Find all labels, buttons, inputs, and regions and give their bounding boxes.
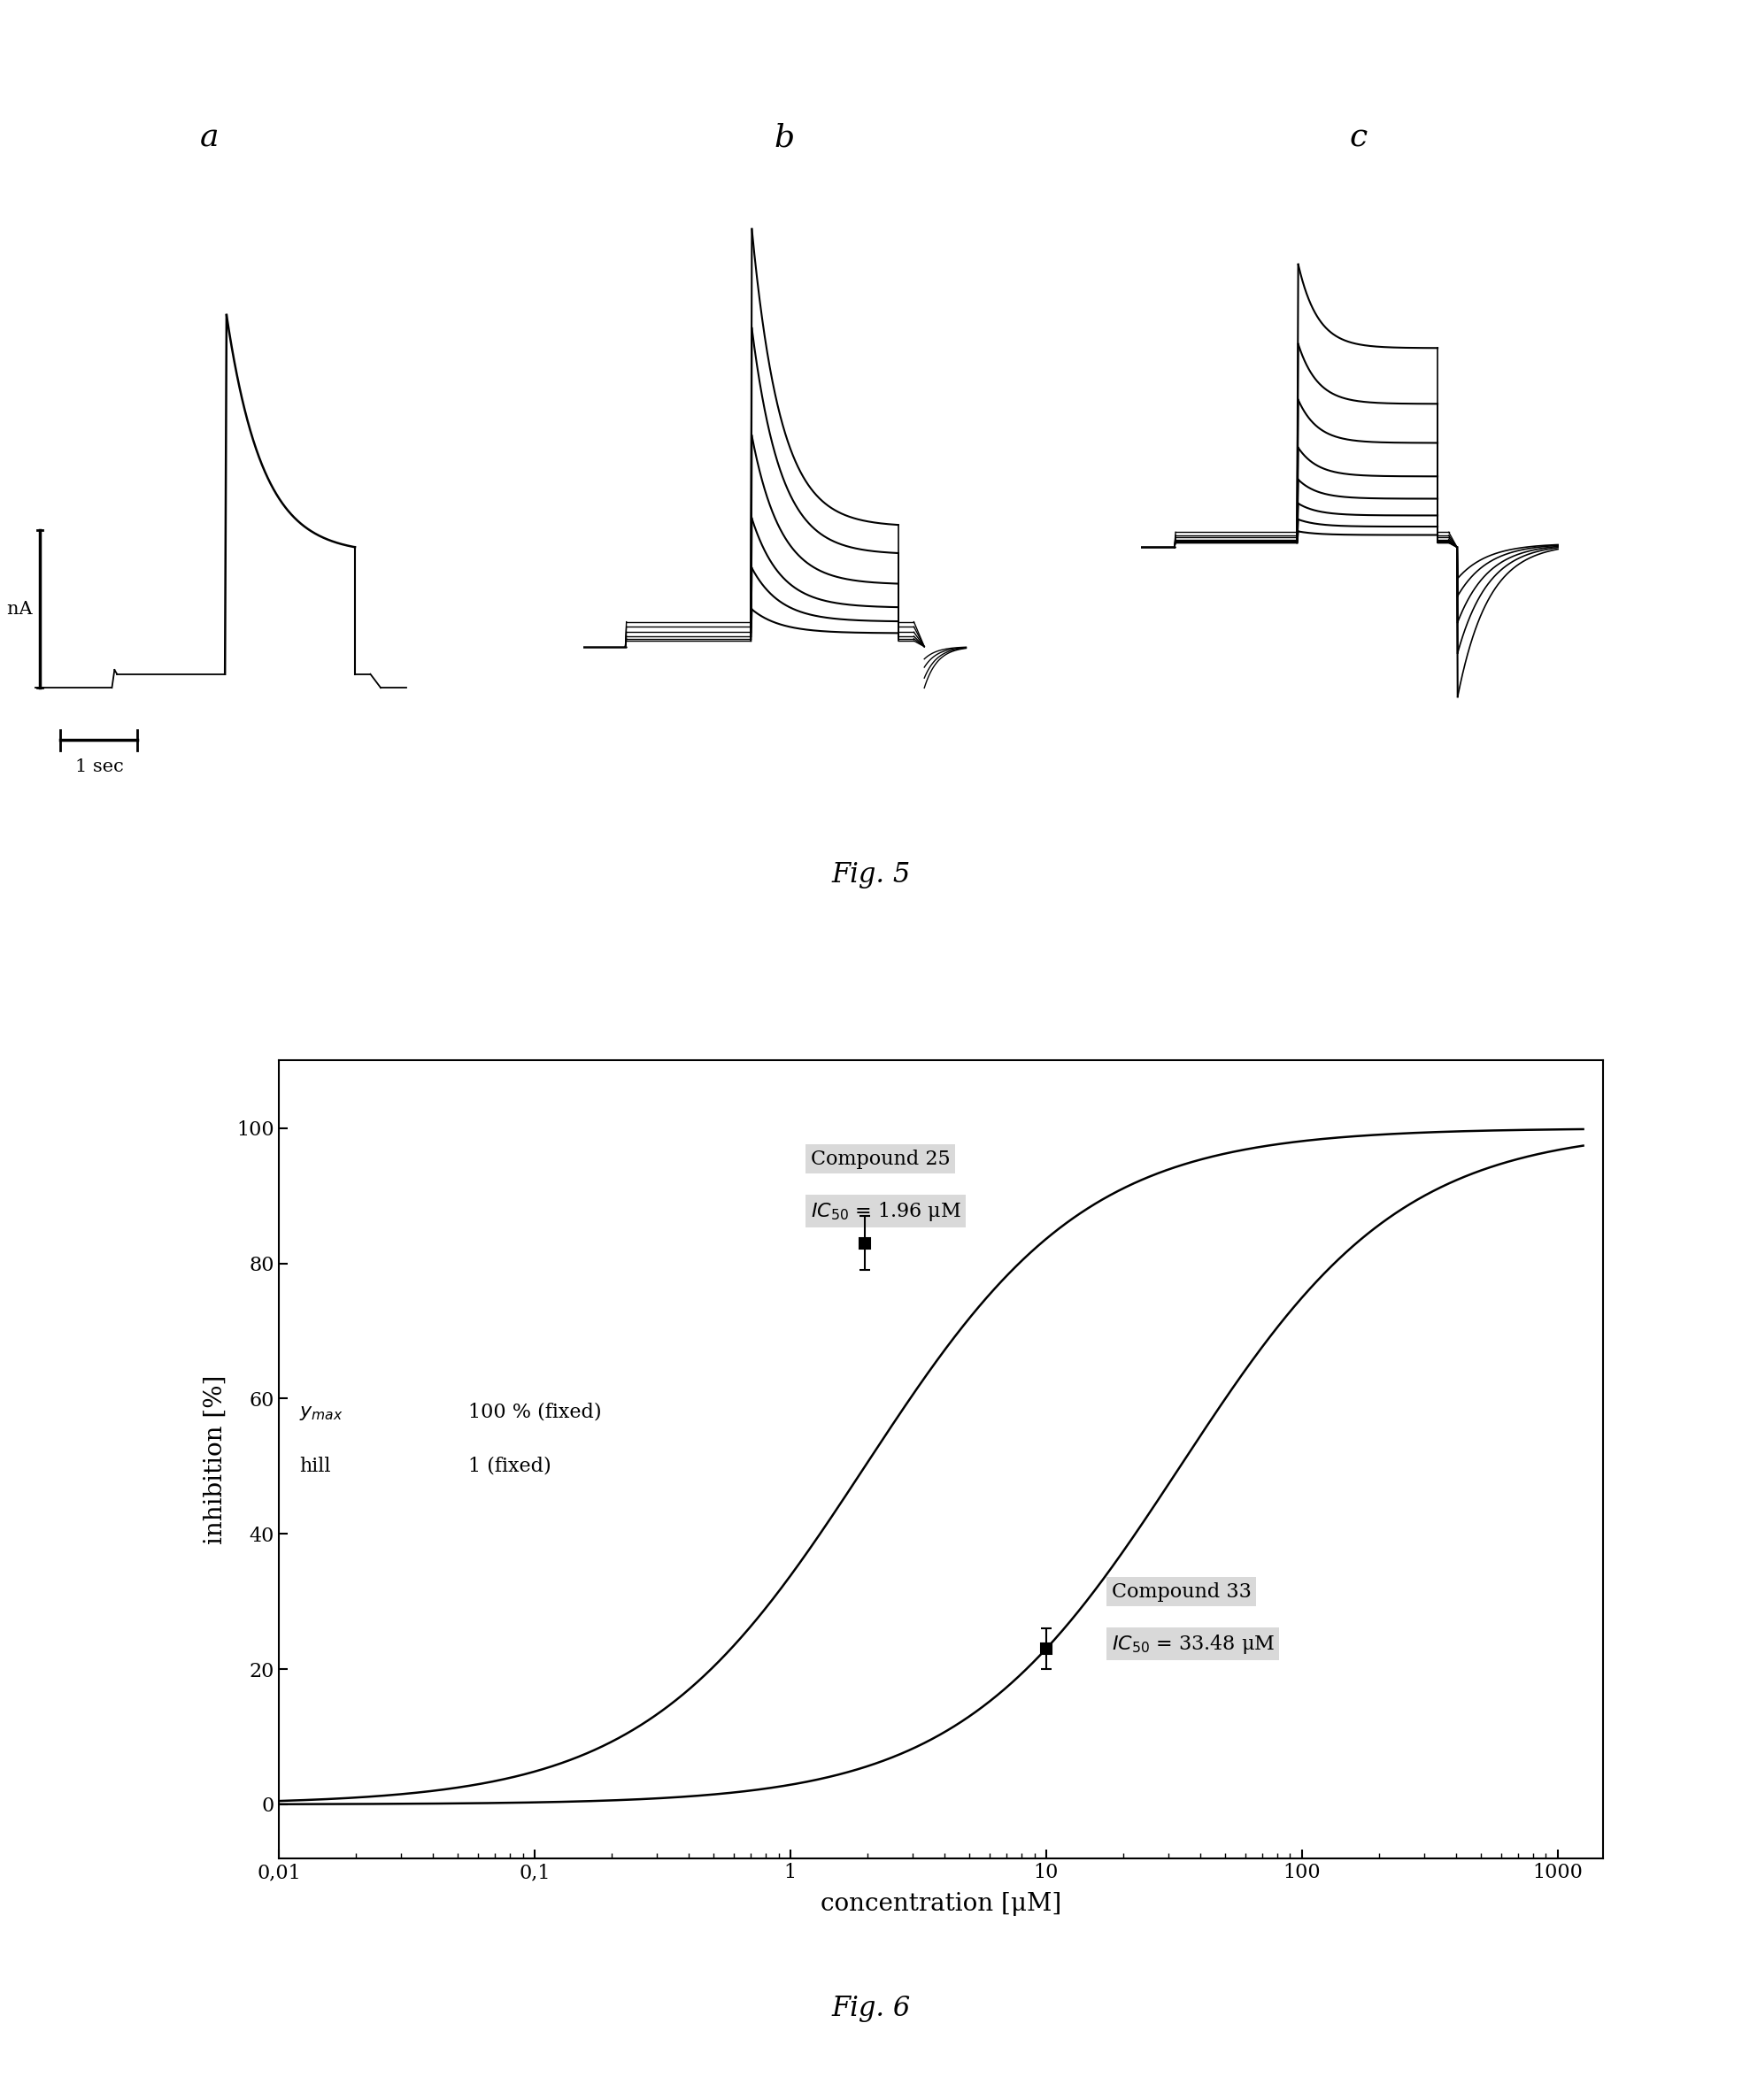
Text: a: a: [200, 122, 218, 153]
Text: b: b: [773, 122, 794, 153]
Text: $IC_{50}$ = 1.96 μM: $IC_{50}$ = 1.96 μM: [810, 1199, 962, 1222]
Text: 100 % (fixed): 100 % (fixed): [469, 1403, 601, 1422]
Text: $IC_{50}$ = 33.48 μM: $IC_{50}$ = 33.48 μM: [1111, 1632, 1275, 1655]
Text: hill: hill: [300, 1457, 331, 1476]
Text: Compound 25: Compound 25: [810, 1149, 949, 1170]
Text: c: c: [1350, 122, 1367, 153]
X-axis label: concentration [μM]: concentration [μM]: [820, 1892, 1061, 1915]
Y-axis label: inhibition [%]: inhibition [%]: [204, 1376, 226, 1544]
Text: $y_{max}$: $y_{max}$: [300, 1403, 343, 1422]
Text: Fig. 6: Fig. 6: [831, 1995, 911, 2022]
Text: 1 nA: 1 nA: [0, 601, 33, 617]
Text: Compound 33: Compound 33: [1111, 1581, 1251, 1602]
Text: 1 (fixed): 1 (fixed): [469, 1457, 550, 1476]
Text: Fig. 5: Fig. 5: [831, 861, 911, 888]
Text: 1 sec: 1 sec: [75, 758, 124, 775]
